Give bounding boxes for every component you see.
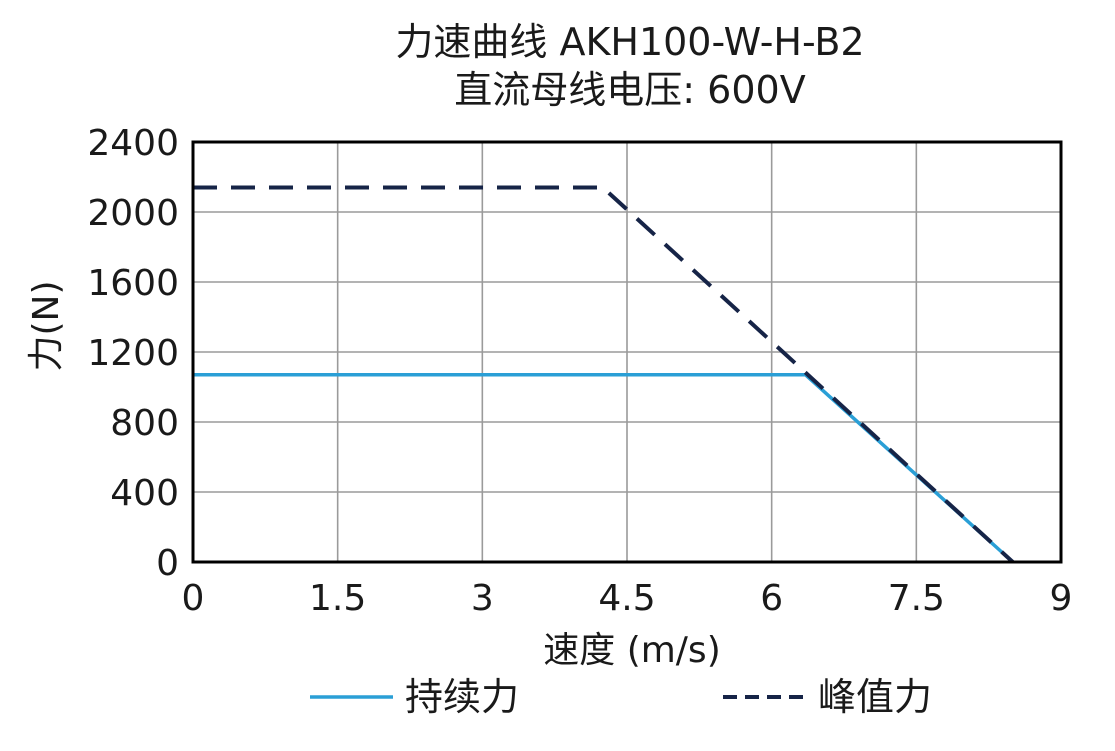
y-tick-label: 1200 xyxy=(87,333,179,374)
data-series xyxy=(193,185,1015,564)
y-tick-label: 400 xyxy=(110,473,179,514)
x-tick-label: 3 xyxy=(471,578,494,619)
legend-label: 峰值力 xyxy=(818,675,932,719)
x-tick-label: 4.5 xyxy=(598,578,655,619)
grid-lines xyxy=(192,141,1062,563)
chart-subtitle: 直流母线电压: 600V xyxy=(454,68,805,112)
y-tick-label: 0 xyxy=(156,543,179,584)
legend-label: 持续力 xyxy=(405,675,519,719)
x-tick-label: 9 xyxy=(1050,578,1073,619)
series-line-continuous-force xyxy=(193,373,1014,564)
plot-area-frame xyxy=(191,140,1063,564)
series-line-peak-force xyxy=(193,185,1015,564)
x-tick-label: 0 xyxy=(182,578,205,619)
chart-title: 力速曲线 AKH100-W-H-B2 xyxy=(395,20,864,64)
y-tick-label: 2400 xyxy=(87,123,179,164)
y-tick-label: 2000 xyxy=(87,193,179,234)
x-tick-label: 7.5 xyxy=(888,578,945,619)
x-tick-label: 1.5 xyxy=(309,578,366,619)
y-axis-label: 力(N) xyxy=(26,280,67,371)
legend: 持续力 峰值力 xyxy=(310,675,932,719)
y-axis-ticks: 0 400 800 1200 1600 2000 2400 xyxy=(87,123,179,584)
x-axis-label: 速度 (m/s) xyxy=(543,630,721,671)
x-tick-label: 6 xyxy=(760,578,783,619)
y-tick-label: 800 xyxy=(110,403,179,444)
x-axis-ticks: 0 1.5 3 4.5 6 7.5 9 xyxy=(182,578,1073,619)
y-tick-label: 1600 xyxy=(87,263,179,304)
